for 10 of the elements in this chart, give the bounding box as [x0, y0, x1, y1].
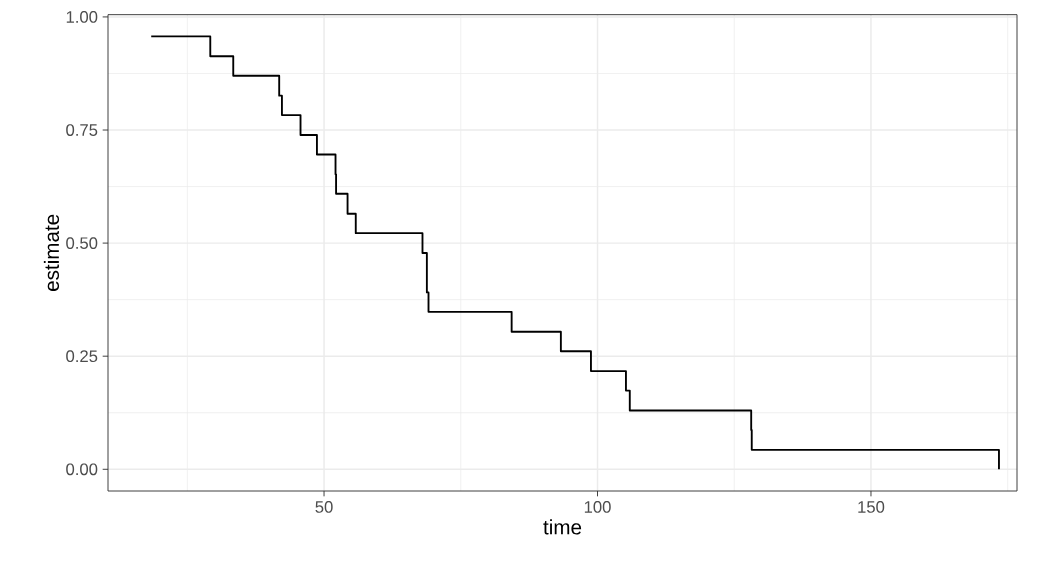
- x-tick-label: 150: [858, 501, 885, 513]
- y-tick-label: 1.00: [66, 11, 98, 23]
- x-axis-title: time: [543, 519, 582, 535]
- y-tick-label: 0.75: [66, 124, 98, 136]
- x-tick-label: 100: [584, 501, 611, 513]
- y-tick-label: 0.00: [66, 463, 98, 476]
- y-tick-label: 0.50: [66, 237, 98, 250]
- x-tick-label: 50: [315, 501, 333, 513]
- y-axis-title: estimate: [43, 214, 60, 292]
- y-tick-label: 0.25: [66, 350, 98, 363]
